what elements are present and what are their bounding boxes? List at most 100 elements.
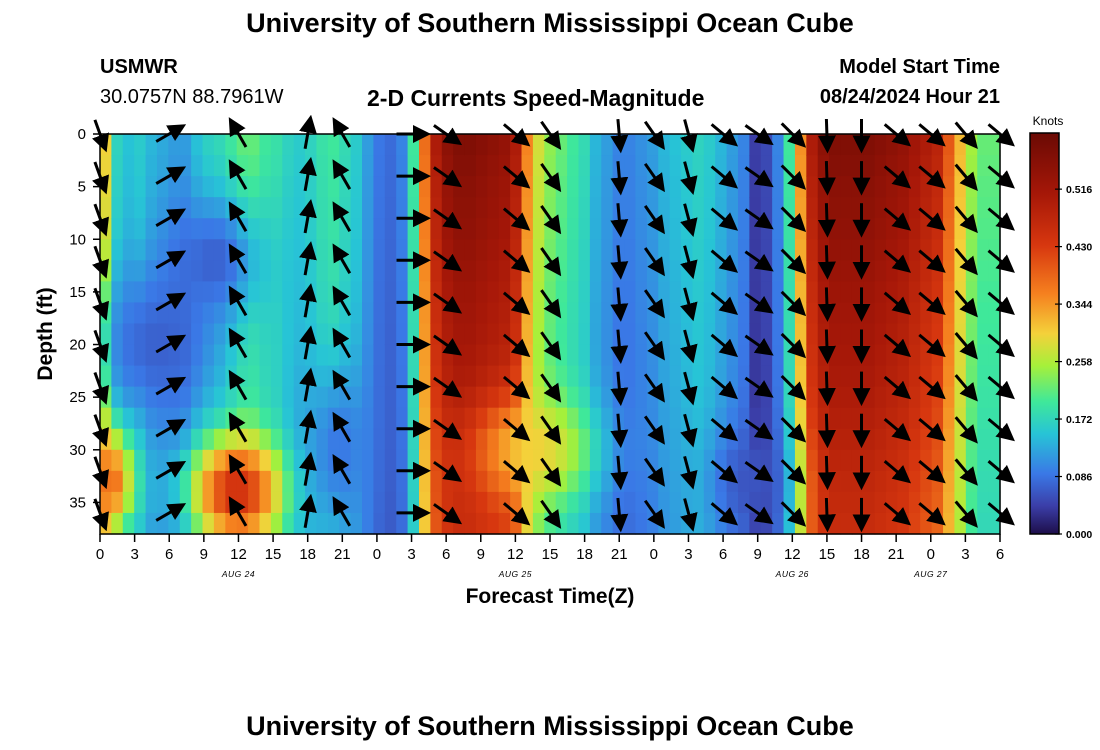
heatmap-cell [521,260,534,282]
heatmap-cell [737,323,750,346]
heatmap-cell [897,239,910,261]
heatmap-cell [248,134,261,156]
current-arrow [710,502,739,526]
heatmap-cell [122,302,135,325]
heatmap-cell [134,260,147,282]
heatmap-cell [988,155,1001,177]
heatmap-cell [863,197,876,219]
heatmap-cell [191,386,204,409]
heatmap-cell [100,197,112,219]
heatmap-cell [829,218,842,240]
heatmap-cell [122,260,135,282]
heatmap-cell [510,239,523,261]
y-tick-label: 20 [69,337,86,354]
heatmap-cell [111,323,124,346]
heatmap-cell [464,512,477,535]
heatmap-cell [418,239,431,261]
heatmap-cell [430,302,443,325]
heatmap-cell [213,407,226,430]
current-arrow [155,166,187,185]
current-arrow [680,161,698,195]
heatmap-cell [897,491,910,514]
current-arrow [332,201,352,232]
current-arrow [643,331,665,361]
heatmap-cell [544,491,557,514]
current-arrow [228,369,248,401]
heatmap-cell [213,365,226,388]
heatmap-cell [908,365,921,388]
heatmap-cell [624,365,637,388]
heatmap-cell [111,281,124,304]
heatmap-cell [213,134,226,156]
heatmap-cell [396,491,409,514]
heatmap-cell [293,260,306,282]
heatmap-cell [487,239,500,261]
x-tick-label: 12 [784,546,801,563]
heatmap-cell [988,302,1001,325]
heatmap-cell [954,407,967,430]
heatmap-cell [624,218,637,240]
heatmap-cell [453,260,466,282]
heatmap-cell [851,407,864,430]
heatmap-cell [840,470,853,493]
heatmap-cell [886,470,899,493]
heatmap-cell [362,239,375,261]
heatmap-cell [293,470,306,493]
heatmap-cell [373,491,386,514]
heatmap-cell [886,176,899,198]
heatmap-cell [213,176,226,198]
heatmap-cell [134,491,147,514]
heatmap-cell [646,281,659,304]
heatmap-cell [396,407,409,430]
heatmap-cell [829,407,842,430]
heatmap-cell [692,197,705,219]
heatmap-cell [601,239,614,261]
heatmap-cell [179,512,192,535]
heatmap-cell [601,155,614,177]
heatmap-cell [225,176,238,198]
heatmap-cell [760,491,773,514]
colorbar-tick-label: 0.172 [1066,414,1092,426]
heatmap-cell [475,512,488,535]
current-arrow [710,291,739,315]
heatmap-cell [886,449,899,472]
current-arrow [918,249,946,273]
heatmap-cell [441,491,454,514]
x-tick-label: 18 [576,546,593,563]
heatmap-cell [168,197,181,219]
heatmap-cell [396,386,409,409]
heatmap-cell [396,428,409,451]
heatmap-cell [282,407,295,430]
heatmap-cell [772,239,785,261]
current-arrow [540,289,562,319]
heatmap-cell [225,428,238,451]
heatmap-cell [316,281,329,304]
heatmap-cell [430,470,443,493]
heatmap-cell [430,323,443,346]
heatmap-cell [316,197,329,219]
current-arrow [744,166,774,188]
heatmap-cell [270,218,283,240]
heatmap-cell [669,407,682,430]
heatmap-cell [840,407,853,430]
heatmap-cell [783,365,796,388]
heatmap-cell [430,491,443,514]
heatmap-cell [111,428,124,451]
heatmap-cell [977,197,990,219]
heatmap-cell [692,218,705,240]
heatmap-cell [886,260,899,282]
heatmap-cell [270,491,283,514]
heatmap-cell [179,491,192,514]
heatmap-cell [418,365,431,388]
heatmap-cell [362,302,375,325]
heatmap-cell [943,428,956,451]
heatmap-cell [817,491,830,514]
current-arrow [643,247,665,277]
current-arrow [155,250,187,270]
heatmap-cell [362,281,375,304]
heatmap-cell [601,197,614,219]
heatmap-cell [464,218,477,240]
current-arrow [954,374,978,402]
heatmap-cell [122,218,135,240]
current-arrow [332,496,352,527]
